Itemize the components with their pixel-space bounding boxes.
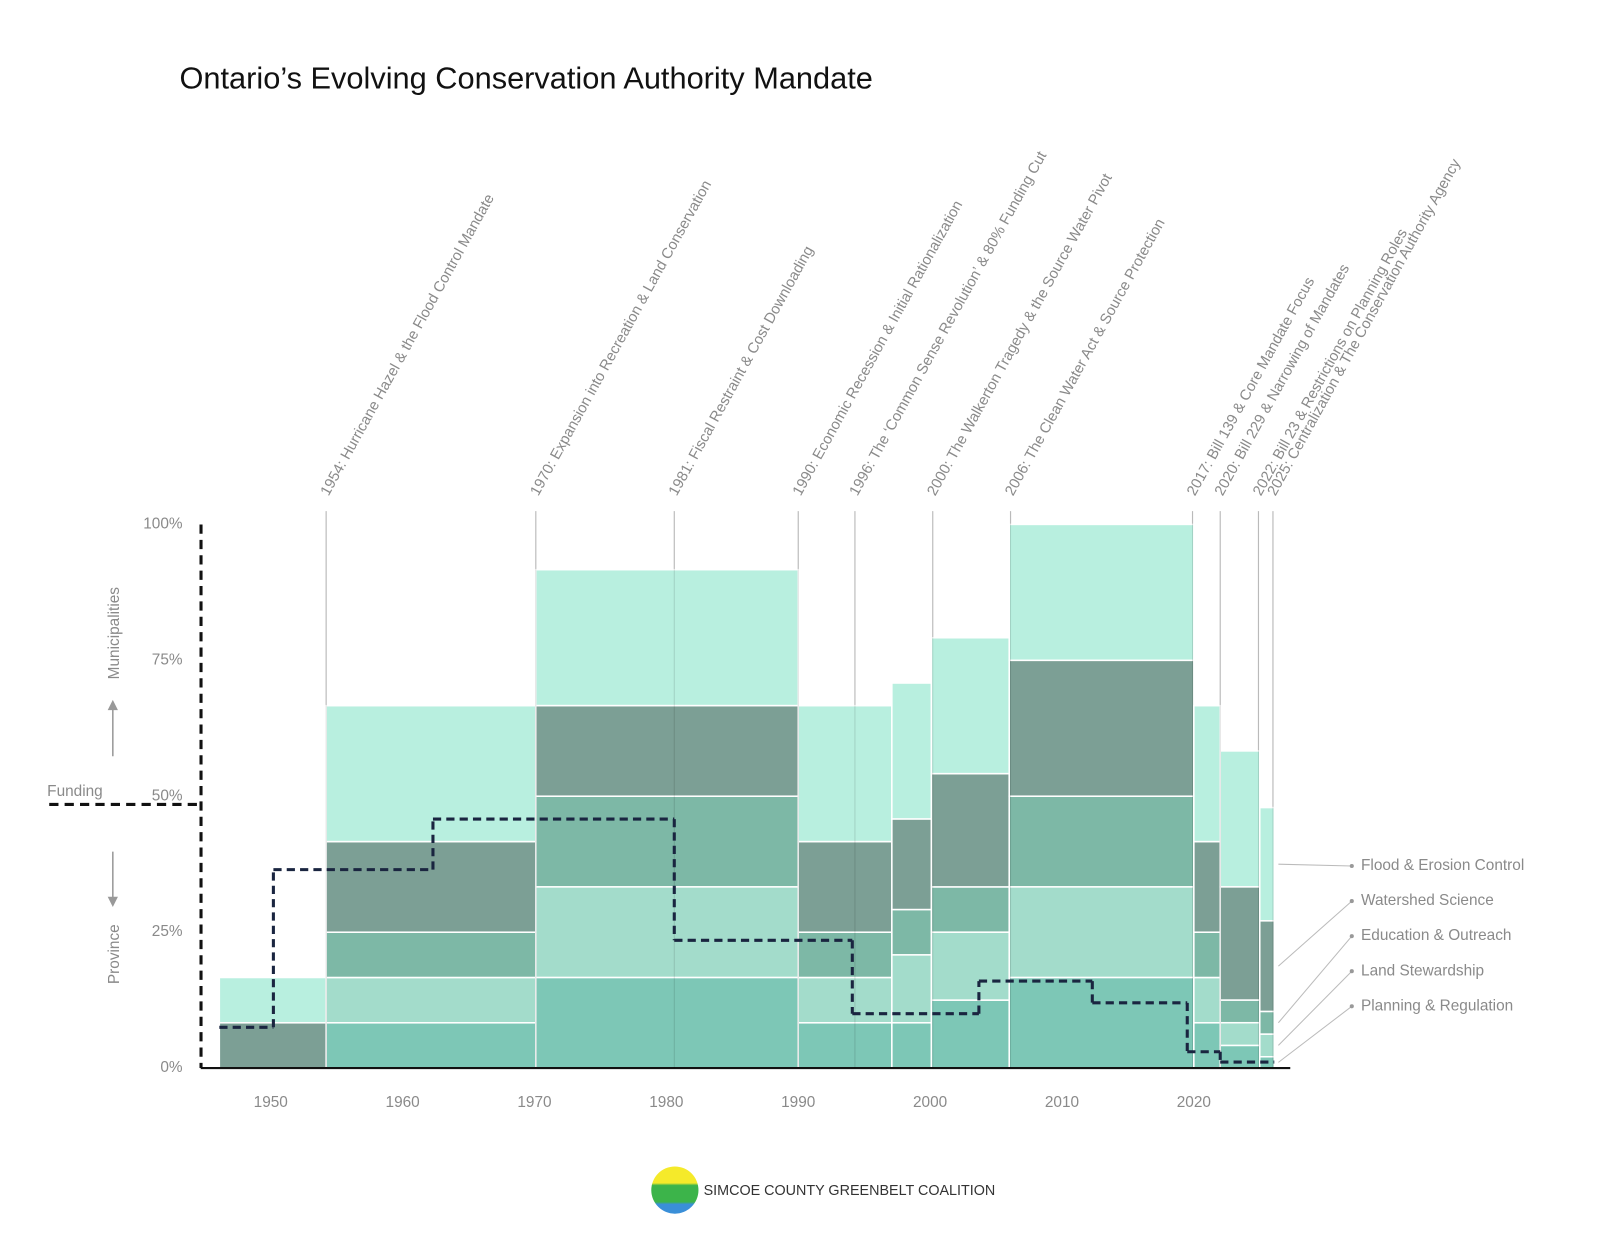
y-tick-label: 100% <box>143 516 183 533</box>
stack-segment <box>325 704 537 843</box>
y-tick-label: 75% <box>152 651 183 668</box>
stack-segment <box>535 568 800 707</box>
stack-segment <box>218 1022 327 1069</box>
stack-segment <box>891 908 933 956</box>
stack-segment <box>930 772 1010 888</box>
stack-segment <box>535 704 800 797</box>
stack-segment <box>930 636 1010 775</box>
y-tick-label: 0% <box>160 1059 183 1076</box>
legend-label: Flood & Erosion Control <box>1361 857 1524 874</box>
stack-segment <box>930 999 1010 1069</box>
stack-segment <box>325 1022 537 1069</box>
legend-dot <box>1349 1004 1354 1009</box>
funding-label: Funding <box>47 783 103 800</box>
event-label: 2025: Centralization & The Conservation … <box>1265 156 1465 499</box>
event-label: 2017: Bill 139 & Core Mandate Focus <box>1184 275 1318 499</box>
legend-connector <box>1278 1005 1353 1063</box>
arrow-up-head <box>107 699 118 711</box>
stack-segment <box>1259 920 1276 1013</box>
stack-segment <box>1193 704 1221 843</box>
x-tick-label: 1970 <box>517 1094 551 1111</box>
stack-segment <box>1008 886 1195 979</box>
stack-segment <box>797 976 893 1024</box>
stack-segment <box>1219 886 1261 1001</box>
event-label: 1954: Hurricane Hazel & the Flood Contro… <box>318 192 498 499</box>
legend-dot <box>1349 969 1354 974</box>
arrow-down-head <box>107 896 118 908</box>
stack-segment <box>1219 1044 1261 1069</box>
stack-segment <box>797 704 893 843</box>
stack-segment <box>1259 1010 1276 1035</box>
event-label: 2022: Bill 23 & Restrictions on Planning… <box>1250 226 1411 498</box>
legend-connector <box>1278 970 1353 1046</box>
x-tick-label: 1950 <box>254 1094 288 1111</box>
stack-segment <box>1219 1021 1261 1047</box>
legend-label: Education & Outreach <box>1361 927 1511 944</box>
stack-segment <box>535 976 800 1069</box>
footer-organization: SIMCOE COUNTY GREENBELT COALITION <box>704 1183 996 1199</box>
upper-axis-label: Municipalities <box>106 587 123 680</box>
stack-segment <box>325 976 537 1024</box>
stack-segment <box>930 931 1010 1001</box>
overlay: 0% 25% 50% 75% 100% 1950 1960 1970 1980 1990 2000 2… <box>143 511 1524 1111</box>
lower-axis-label: Province <box>106 924 123 984</box>
stack-segment <box>325 840 537 933</box>
legend-connector <box>1278 900 1353 967</box>
stack-segment <box>1008 659 1195 797</box>
stack-segment <box>1259 1033 1276 1058</box>
legend-connector <box>1277 935 1353 1024</box>
logo <box>651 1166 699 1214</box>
y-tick-label: 50% <box>152 787 183 804</box>
stack-segment <box>891 682 933 820</box>
stack-segment <box>930 886 1010 933</box>
stack-segment <box>1259 806 1276 922</box>
x-tick-label: 2020 <box>1177 1094 1211 1111</box>
stack-segment <box>535 886 800 979</box>
stack-segment <box>1008 795 1195 888</box>
stack-segment <box>1219 750 1261 888</box>
x-tick-label: 2010 <box>1045 1094 1079 1111</box>
stack-segment <box>891 818 933 911</box>
legend-label: Planning & Regulation <box>1361 997 1513 1014</box>
y-tick-label: 25% <box>152 923 183 940</box>
legend-label: Land Stewardship <box>1361 962 1484 979</box>
stack-segment <box>1008 976 1195 1069</box>
legend-dot <box>1349 934 1354 939</box>
legend-dot <box>1349 863 1354 869</box>
x-tick-label: 1990 <box>781 1094 815 1111</box>
plot-area <box>218 523 1276 1069</box>
stack-segment <box>1193 931 1221 979</box>
legend-dot <box>1349 899 1354 904</box>
x-tick-label: 1980 <box>649 1094 683 1111</box>
event-label: 2006: The Clean Water Act & Source Prote… <box>1002 216 1168 498</box>
stack-segment <box>1193 1022 1221 1069</box>
stack-segment <box>1193 840 1221 933</box>
stack-segment <box>535 795 800 888</box>
stack-segment <box>797 840 893 933</box>
event-label: 1981: Fiscal Restraint & Cost Downloadin… <box>666 244 817 499</box>
stack-segment <box>797 1022 893 1069</box>
legend-label: Watershed Science <box>1361 892 1494 909</box>
x-tick-label: 1960 <box>386 1094 420 1111</box>
legend-connector <box>1278 863 1352 867</box>
stack-segment <box>891 1022 933 1069</box>
x-tick-label: 2000 <box>913 1094 947 1111</box>
event-label: 1970: Expansion into Recreation & Land C… <box>528 178 715 499</box>
stack-segment <box>325 931 537 979</box>
stack-segment <box>1008 523 1195 662</box>
stack-segment <box>1193 976 1221 1024</box>
stack-segment <box>1219 999 1261 1024</box>
chart-title: Ontario’s Evolving Conservation Authorit… <box>179 60 872 95</box>
